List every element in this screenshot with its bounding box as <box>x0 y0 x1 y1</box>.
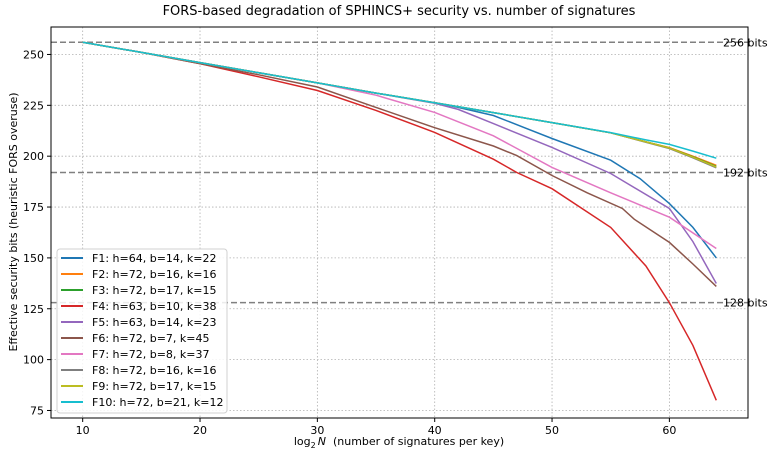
x-tick-label: 50 <box>545 424 559 437</box>
axis-ticks: 10 20 30 40 50 60 75 100 125 150 175 200 225 250 <box>23 48 676 437</box>
legend-label-f4: F4: h=63, b=10, k=38 <box>92 300 216 313</box>
x-label-rest: (number of signatures per key) <box>333 435 504 448</box>
y-tick-label: 100 <box>23 354 44 367</box>
legend-label-f8: F8: h=72, b=16, k=16 <box>92 364 216 377</box>
x-label-log: log <box>294 435 311 448</box>
series-line-f3 <box>82 41 717 168</box>
y-tick-label: 200 <box>23 150 44 163</box>
legend-label-f3: F3: h=72, b=17, k=15 <box>92 284 216 297</box>
x-tick-label: 30 <box>310 424 324 437</box>
reference-lines: 256 bits 192 bits 128 bits <box>51 36 768 310</box>
x-label-sub: 2 <box>311 441 316 450</box>
chart-title: FORS-based degradation of SPHINCS+ secur… <box>163 4 636 19</box>
legend-label-f2: F2: h=72, b=16, k=16 <box>92 268 216 281</box>
y-tick-label: 250 <box>23 48 44 61</box>
y-tick-label: 125 <box>23 303 44 316</box>
series-line-f5 <box>82 41 717 284</box>
series-line-f6 <box>82 41 717 287</box>
x-tick-label: 40 <box>428 424 442 437</box>
series-line-f1 <box>82 41 717 259</box>
series-line-f2 <box>82 41 717 166</box>
x-axis-label: log2 N (number of signatures per key) <box>294 435 504 450</box>
reference-label-128: 128 bits <box>723 297 768 310</box>
series-line-f9 <box>82 41 717 168</box>
series-line-f10 <box>82 41 717 159</box>
legend-label-f5: F5: h=63, b=14, k=23 <box>92 316 216 329</box>
reference-label-192: 192 bits <box>723 166 768 179</box>
y-tick-label: 175 <box>23 201 44 214</box>
legend-label-f1: F1: h=64, b=14, k=22 <box>92 252 216 265</box>
legend-label-f6: F6: h=72, b=7, k=45 <box>92 332 209 345</box>
reference-label-256: 256 bits <box>723 36 768 49</box>
series-lines <box>82 41 717 401</box>
legend-label-f10: F10: h=72, b=21, k=12 <box>92 396 223 409</box>
plot-frame <box>50 26 749 419</box>
legend-box <box>56 248 228 414</box>
legend-label-f7: F7: h=72, b=8, k=37 <box>92 348 209 361</box>
legend: F1: h=64, b=14, k=22 F2: h=72, b=16, k=16… <box>56 248 228 414</box>
y-tick-label: 225 <box>23 99 44 112</box>
x-tick-label: 10 <box>76 424 90 437</box>
x-tick-label: 20 <box>193 424 207 437</box>
legend-label-f9: F9: h=72, b=17, k=15 <box>92 380 216 393</box>
series-line-f7 <box>82 41 717 250</box>
y-tick-label: 75 <box>30 404 44 417</box>
y-axis-label: Effective security bits (heuristic FORS … <box>7 92 20 351</box>
x-label-var: N <box>318 435 326 448</box>
y-tick-label: 150 <box>23 252 44 265</box>
x-tick-label: 60 <box>662 424 676 437</box>
